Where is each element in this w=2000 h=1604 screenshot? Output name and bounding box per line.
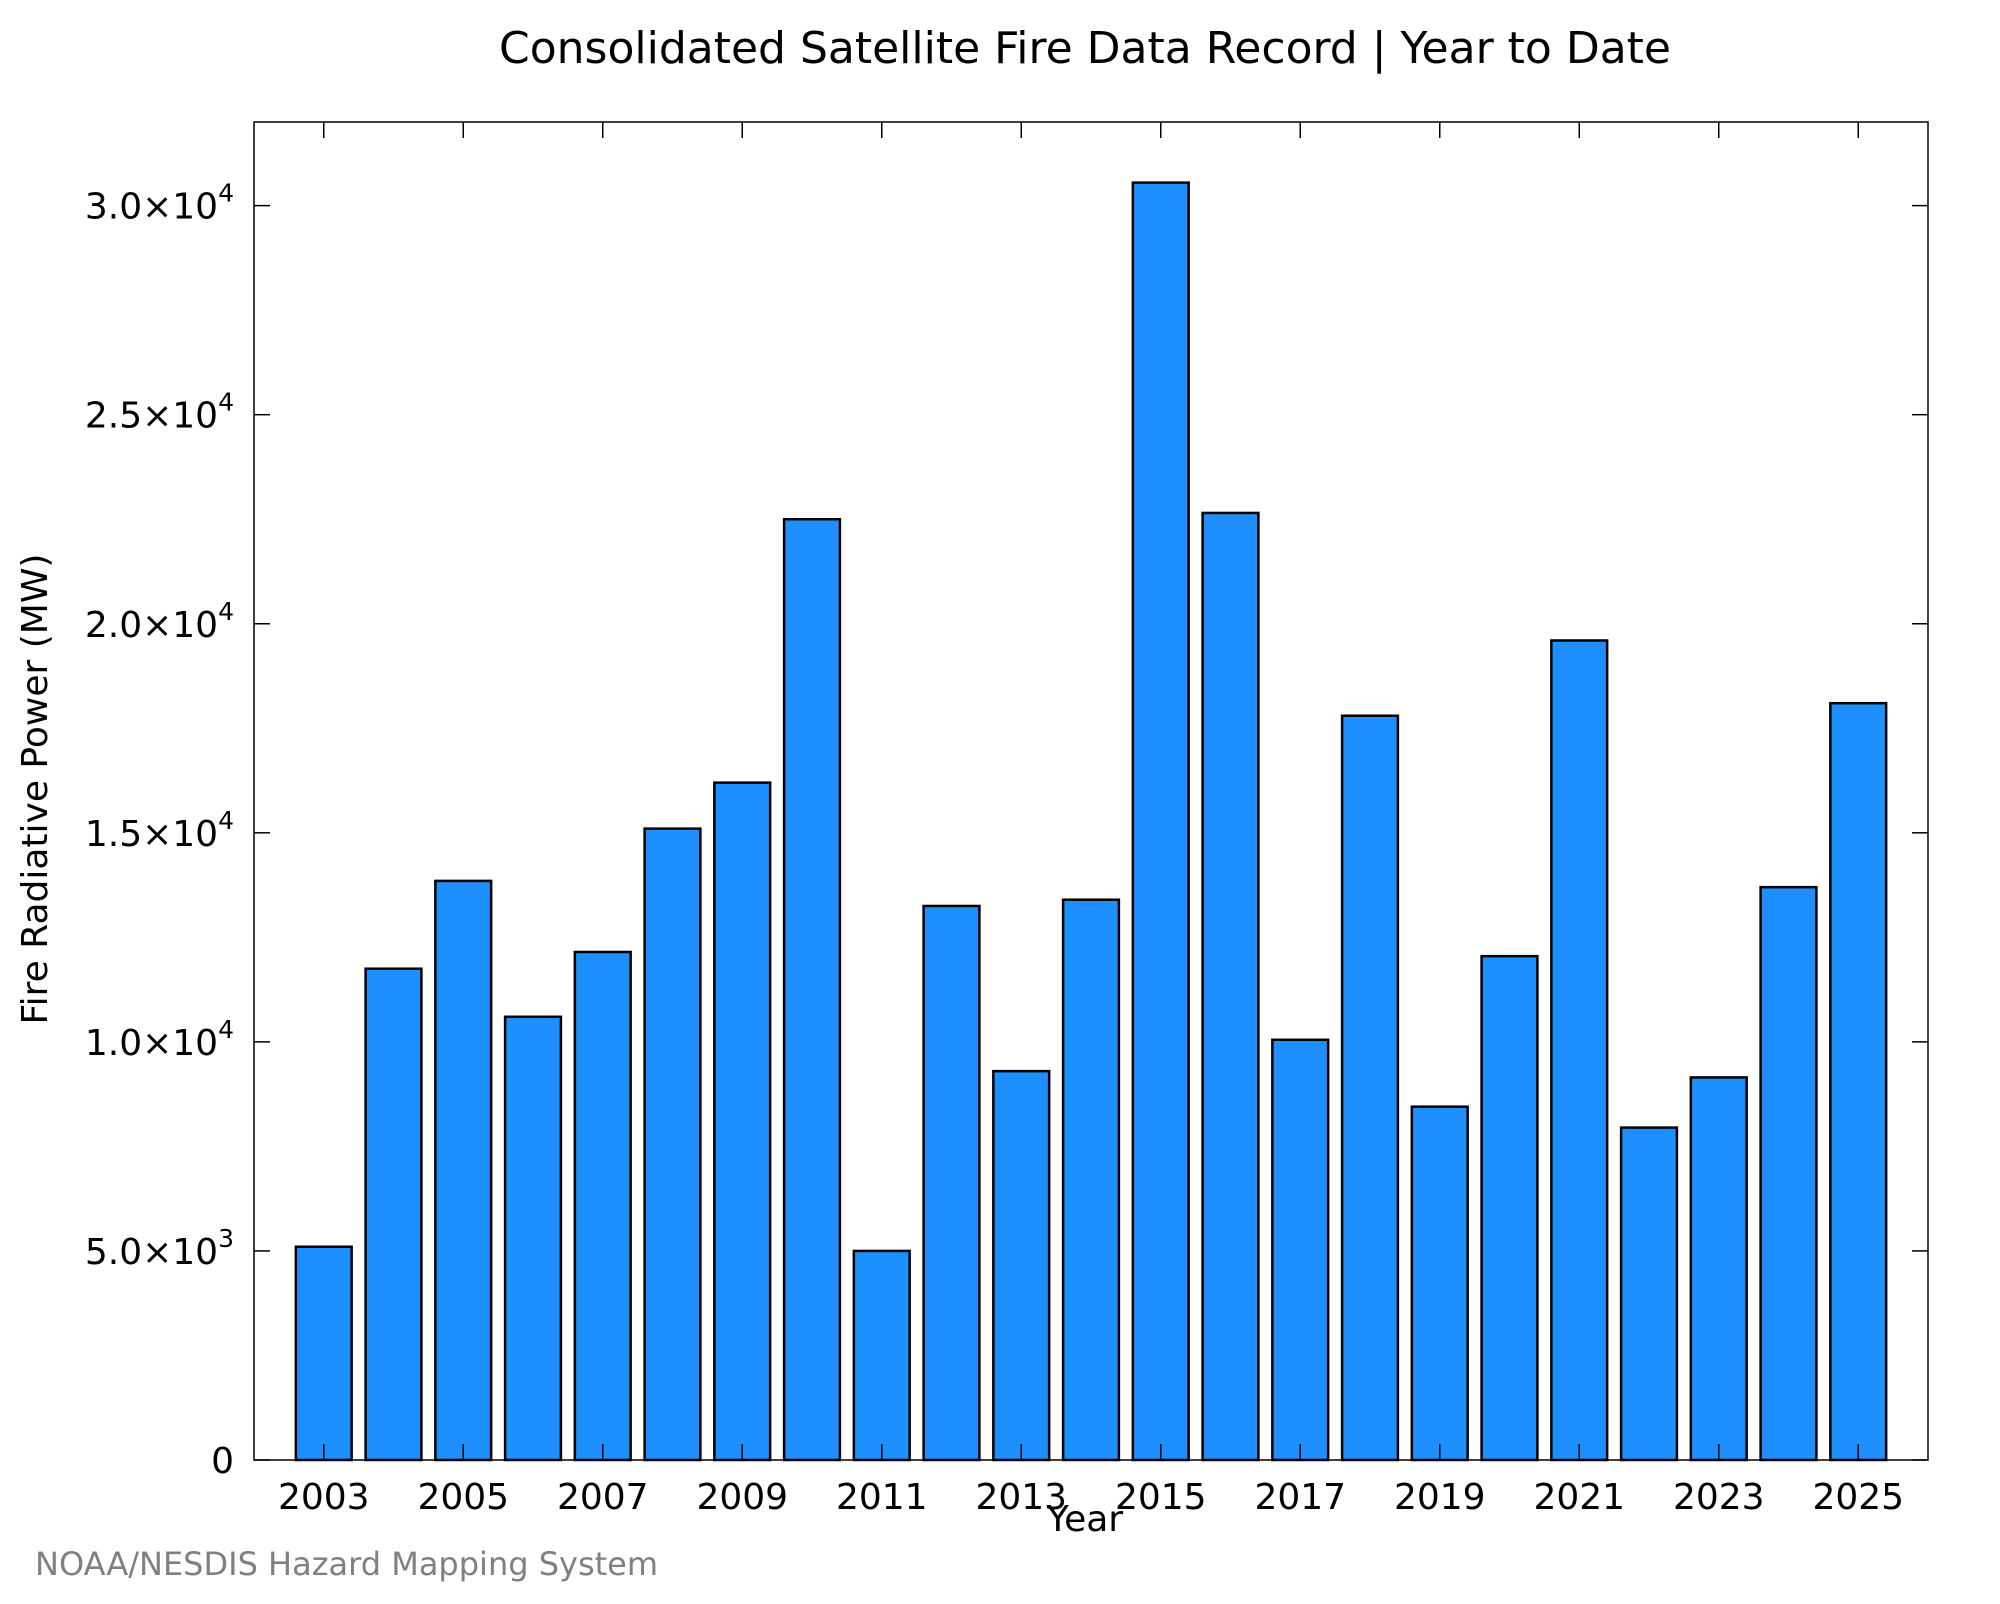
bar-2024 [1759,885,1818,1462]
y-tick-label-1: 5.0×103 [85,1224,234,1273]
bar-2023 [1689,1076,1748,1462]
bar-2025 [1829,701,1888,1462]
x-tick-label-2019: 2019 [1394,1477,1486,1518]
bar-2013 [992,1069,1051,1462]
x-tick-label-2015: 2015 [1115,1477,1207,1518]
x-tick-label-2005: 2005 [417,1477,509,1518]
y-axis-label: Fire Radiative Power (MW) [15,554,56,1025]
bar-2016 [1201,511,1260,1462]
x-tick-label-2003: 2003 [278,1477,370,1518]
y-tick-label-0: 0 [211,1441,234,1482]
bar-2003 [294,1245,353,1462]
bar-2019 [1410,1105,1469,1462]
y-tick-label-6: 3.0×104 [85,179,234,228]
bar-2005 [434,879,493,1462]
bar-2015 [1131,181,1190,1462]
bar-2010 [782,517,842,1462]
axes-layer [253,121,1929,1461]
x-tick-label-2011: 2011 [836,1477,928,1518]
bar-2011 [852,1249,911,1462]
bar-2022 [1619,1126,1679,1462]
x-tick-label-2013: 2013 [975,1477,1067,1518]
bar-2012 [922,904,981,1462]
x-tick-label-2023: 2023 [1673,1477,1765,1518]
x-tick-label-2025: 2025 [1812,1477,1904,1518]
bar-2020 [1480,954,1539,1462]
bar-2008 [643,827,702,1462]
bars-layer [294,181,1888,1462]
bar-2006 [503,1015,563,1462]
x-tick-label-2017: 2017 [1254,1477,1346,1518]
bar-2017 [1271,1038,1330,1462]
bar-2014 [1061,898,1121,1462]
y-tick-label-2: 1.0×104 [85,1015,234,1064]
ticks-layer: 2003 2005 2007 2009 2011 2013 2015 2017 2019 2021… [85,122,1928,1518]
y-tick-label-4: 2.0×104 [85,597,234,646]
y-tick-label-3: 1.5×104 [85,806,234,855]
bar-2004 [364,967,423,1462]
x-tick-label-2021: 2021 [1533,1477,1625,1518]
x-tick-label-2007: 2007 [557,1477,649,1518]
y-tick-label-5: 2.5×104 [85,388,234,437]
chart-title: Consolidated Satellite Fire Data Record … [499,23,1671,74]
source-credit: NOAA/NESDIS Hazard Mapping System [35,1545,658,1583]
bar-2018 [1340,714,1400,1462]
bar-2021 [1550,639,1609,1462]
bar-2007 [573,950,632,1462]
bar-2009 [713,781,772,1462]
plot-frame [253,121,1929,1461]
x-tick-label-2009: 2009 [696,1477,788,1518]
x-axis-label: Year [1046,1499,1123,1540]
